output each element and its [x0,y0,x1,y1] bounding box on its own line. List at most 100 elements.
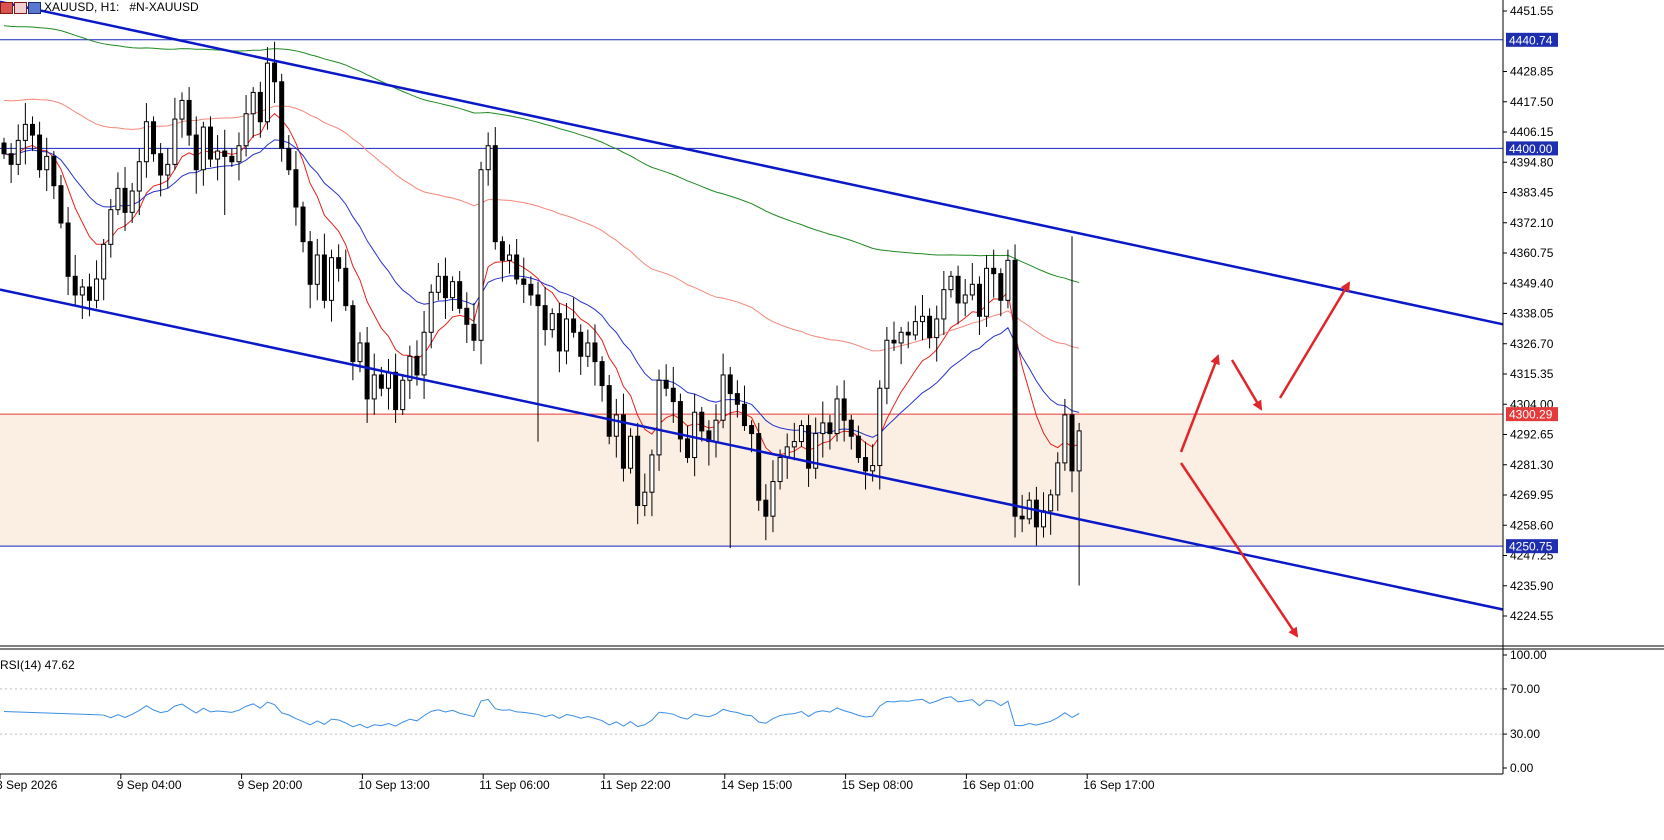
rsi-label: RSI(14) 47.62 [0,658,75,672]
candle-body [172,118,178,165]
candle [79,278,85,319]
candle-body [279,81,285,149]
candle-body [806,425,812,469]
time-tick-label: 9 Sep 20:00 [238,778,303,792]
candle [165,148,171,189]
candle-body [108,209,114,245]
candle-body [948,275,954,291]
level-tag-label: 4300.29 [1509,408,1553,422]
candle [58,175,64,229]
rsi-tick-label: 30.00 [1510,727,1540,741]
candle-body [1048,494,1054,512]
candle [193,116,199,194]
candle [563,302,569,365]
candle-body [193,134,199,171]
candle-body [350,305,356,363]
candle-body [563,318,569,352]
candle [350,300,356,381]
candle [115,172,121,216]
candle [642,473,648,517]
candle [478,161,484,365]
price-tick-label: 4360.75 [1510,246,1554,260]
candle-body [699,411,705,432]
candle [620,393,626,482]
level-tag-label: 4440.74 [1509,33,1553,47]
candle-body [834,398,840,435]
candle [136,148,142,216]
candle-body [385,371,391,389]
candle [770,460,776,533]
candle-body [115,187,121,211]
candle [1062,398,1068,471]
candle [343,249,349,311]
candle-body [101,243,107,280]
candle-body [129,190,135,213]
candle [656,369,662,471]
price-tick-label: 4315.35 [1510,367,1554,381]
price-tick-label: 4258.60 [1510,518,1554,532]
candle-body [927,315,933,339]
candle [1033,486,1039,546]
candle [585,329,591,367]
candle [29,116,35,152]
time-axis: 8 Sep 2026 9 Sep 04:00 9 Sep 20:00 10 Sep 1… [0,774,1155,792]
candle-body [371,374,377,400]
candle [272,41,278,104]
ma-long-line [3,25,1080,283]
scenario-arrow [1278,281,1351,399]
candle [841,380,847,442]
ma-fast-line [3,112,1080,456]
candle-body [15,139,21,165]
candle-body [919,315,925,323]
candle-body [734,393,740,405]
candle-body [250,91,256,115]
candle-body [677,401,683,440]
candle-body [22,123,28,141]
candle [94,260,100,309]
candle [891,321,897,351]
candle [528,276,534,306]
candle-body [763,499,769,517]
candle [286,135,292,176]
candle [321,233,327,309]
candle [393,353,399,423]
candle-body [521,278,527,285]
candle-body [1069,414,1075,472]
candle [1005,249,1011,309]
candle [264,47,270,130]
candle-body [912,321,918,336]
candle [628,428,634,474]
candle-body [877,387,883,467]
candle-body [378,374,384,389]
candle-body [656,379,662,456]
candle [820,401,826,458]
candle-body [478,169,484,341]
candle-body [578,331,584,357]
candle-body [1062,414,1068,464]
candle-body [229,155,235,163]
candle [948,270,954,298]
price-tick-label: 4428.85 [1510,65,1554,79]
candle-body [343,267,349,307]
level-tag: 4250.75 [1506,539,1558,554]
candle-body [499,241,505,261]
chart-window-icon[interactable] [0,1,41,14]
candle-body [549,313,555,331]
candle [364,326,370,423]
candle-body [1076,430,1082,472]
candle [927,308,933,349]
candle [129,183,135,224]
candle-body [44,155,50,171]
candle-body [492,145,498,243]
price-tick-label: 4394.80 [1510,155,1554,169]
candle-body [941,289,947,320]
candle [1,137,7,160]
candle [535,281,541,442]
candle [1069,236,1075,493]
candle [336,244,342,282]
time-tick-label: 11 Sep 06:00 [479,778,550,792]
candle [179,92,185,138]
candle [485,132,491,186]
candle [941,270,947,335]
